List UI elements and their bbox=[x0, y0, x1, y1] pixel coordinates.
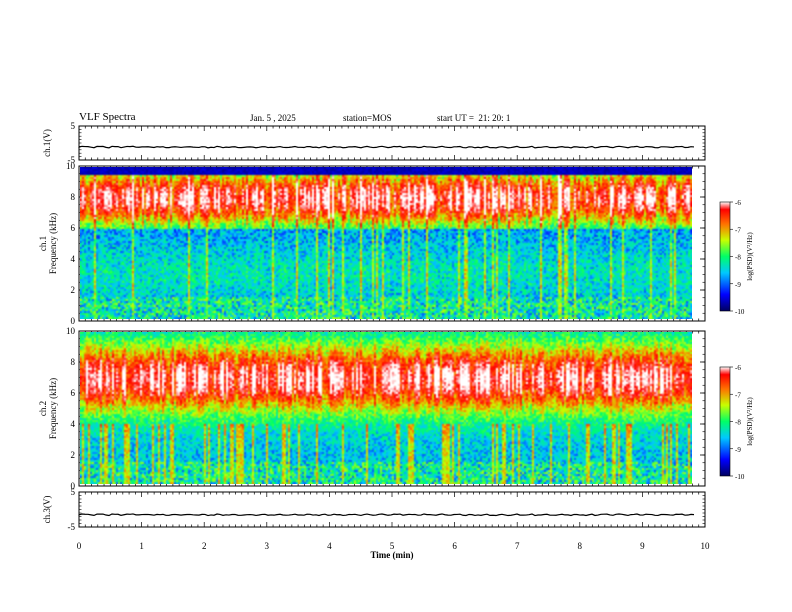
y-axis-label-ch2-spectrogram: Frequency (kHz) bbox=[48, 378, 58, 439]
x-tick-label: 6 bbox=[452, 541, 457, 551]
colorbar-tick-label: -6 bbox=[735, 199, 741, 207]
x-tick-label: 7 bbox=[515, 541, 520, 551]
x-tick-label: 2 bbox=[202, 541, 207, 551]
colorbar-ch2-spectrogram bbox=[719, 366, 731, 477]
y-tick-label: 5 bbox=[71, 121, 76, 131]
colorbar-tick-label: -8 bbox=[735, 254, 741, 262]
x-tick-label: 5 bbox=[390, 541, 395, 551]
ch2-spectrogram-image bbox=[80, 332, 692, 484]
y-tick-label: 2 bbox=[71, 450, 76, 460]
y-tick-label: 0 bbox=[71, 316, 76, 326]
ch1-spectrogram-image bbox=[80, 167, 692, 319]
colorbar-tick-label: -10 bbox=[735, 308, 745, 316]
y-tick-label: -5 bbox=[68, 155, 76, 165]
y-tick-label: 4 bbox=[71, 254, 76, 264]
y-tick-label: -5 bbox=[68, 522, 76, 532]
x-axis-label: Time (min) bbox=[370, 550, 413, 560]
y-tick-label: 2 bbox=[71, 285, 76, 295]
y-tick-label: 0 bbox=[71, 481, 76, 491]
y-tick-label: 6 bbox=[71, 388, 76, 398]
waveform-line-ch1-waveform bbox=[78, 145, 695, 149]
colorbar-tick-label: -7 bbox=[735, 226, 741, 234]
y-axis-label-ch2-spectrogram: ch.2 bbox=[38, 401, 48, 416]
y-axis-label-ch1-spectrogram: ch.1 bbox=[38, 236, 48, 251]
panel-frame-ch1-waveform bbox=[78, 125, 706, 161]
colorbar-tick-label: -10 bbox=[735, 473, 745, 481]
colorbar-label: log(PSD)(V²/Hz) bbox=[746, 232, 754, 281]
x-tick-label: 3 bbox=[265, 541, 270, 551]
colorbar-tick-label: -6 bbox=[735, 364, 741, 372]
y-axis-label-ch3-waveform: ch.3(V) bbox=[42, 496, 52, 524]
x-tick-label: 4 bbox=[327, 541, 332, 551]
x-tick-label: 0 bbox=[77, 541, 82, 551]
colorbar-label: log(PSD)(V²/Hz) bbox=[746, 397, 754, 446]
date-label: Jan. 5 , 2025 bbox=[250, 113, 296, 123]
y-axis-label-ch1-waveform: ch.1(V) bbox=[42, 129, 52, 157]
y-tick-label: 8 bbox=[71, 192, 76, 202]
x-tick-label: 8 bbox=[578, 541, 583, 551]
y-tick-label: 4 bbox=[71, 419, 76, 429]
y-tick-label: 5 bbox=[71, 487, 76, 497]
colorbar-tick-label: -9 bbox=[735, 446, 741, 454]
start-time-label: start UT = 21: 20: 1 bbox=[437, 113, 511, 123]
x-tick-label: 9 bbox=[640, 541, 645, 551]
panel-frame-ch3-waveform bbox=[78, 491, 706, 528]
x-tick-label: 10 bbox=[701, 541, 711, 551]
waveform-line-ch3-waveform bbox=[78, 513, 695, 517]
colorbar-ch1-spectrogram bbox=[719, 201, 731, 312]
y-axis-label-ch1-spectrogram: Frequency (kHz) bbox=[48, 213, 58, 274]
y-tick-label: 8 bbox=[71, 357, 76, 367]
x-tick-label: 1 bbox=[139, 541, 144, 551]
y-tick-label: 10 bbox=[66, 161, 76, 171]
colorbar-tick-label: -8 bbox=[735, 419, 741, 427]
station-label: station=MOS bbox=[343, 113, 392, 123]
y-tick-label: 6 bbox=[71, 223, 76, 233]
colorbar-tick-label: -7 bbox=[735, 391, 741, 399]
y-tick-label: 10 bbox=[66, 326, 76, 336]
colorbar-tick-label: -9 bbox=[735, 281, 741, 289]
plot-title: VLF Spectra bbox=[79, 111, 136, 123]
